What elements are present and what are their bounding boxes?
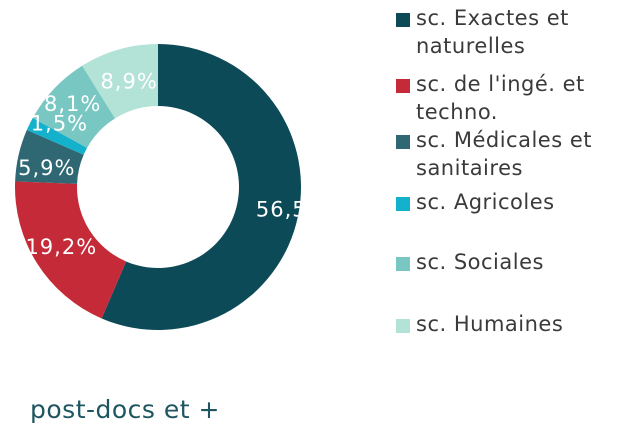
donut-slices: [15, 44, 302, 331]
legend-label: sc. de l'ingé. et techno.: [416, 72, 585, 124]
legend-item-sc-medicales-et-sanitaires: sc. Médicales et sanitaires: [396, 126, 621, 182]
legend-item-sc-de-l-inge-et-techno: sc. de l'ingé. et techno.: [396, 70, 621, 126]
legend-swatch: [396, 197, 410, 211]
slice-sc-sociales: [32, 65, 116, 148]
legend-swatch: [396, 79, 410, 93]
slice-label-sc-de-l-inge-et-techno: 19,2%: [25, 235, 97, 259]
legend-label: sc. Médicales et sanitaires: [416, 128, 592, 180]
legend-item-sc-agricoles: sc. Agricoles: [396, 188, 621, 216]
legend-item-sc-exactes-et-naturelles: sc. Exactes et naturelles: [396, 4, 621, 60]
legend-label: sc. Exactes et naturelles: [416, 6, 569, 58]
slice-label-sc-agricoles: 1,5%: [31, 112, 88, 136]
slice-sc-de-l-inge-et-techno: [15, 181, 127, 319]
slice-sc-agricoles: [26, 117, 88, 155]
chart-caption: post-docs et +: [30, 395, 220, 424]
slice-label-sc-humaines: 8,9%: [100, 69, 157, 93]
donut-slice-labels: 56,5% 19,2% 5,9% 1,5%8,1%8,9%: [18, 69, 328, 259]
slice-sc-medicales-et-sanitaires: [15, 130, 84, 184]
slice-label-sc-medicales-et-sanitaires: 5,9%: [18, 156, 75, 180]
slice-label-sc-exactes-et-naturelles: 56,5%: [256, 198, 328, 222]
legend-label: sc. Sociales: [416, 250, 544, 274]
legend-item-sc-sociales: sc. Sociales: [396, 248, 621, 276]
legend-item-sc-humaines: sc. Humaines: [396, 310, 621, 338]
legend-swatch: [396, 13, 410, 27]
slice-sc-exactes-et-naturelles: [101, 44, 302, 331]
slice-sc-humaines: [82, 44, 158, 119]
legend-swatch: [396, 319, 410, 333]
legend-swatch: [396, 135, 410, 149]
legend-label: sc. Humaines: [416, 312, 564, 336]
legend-label: sc. Agricoles: [416, 190, 555, 214]
slice-label-sc-sociales: 8,1%: [44, 92, 101, 116]
legend-swatch: [396, 257, 410, 271]
